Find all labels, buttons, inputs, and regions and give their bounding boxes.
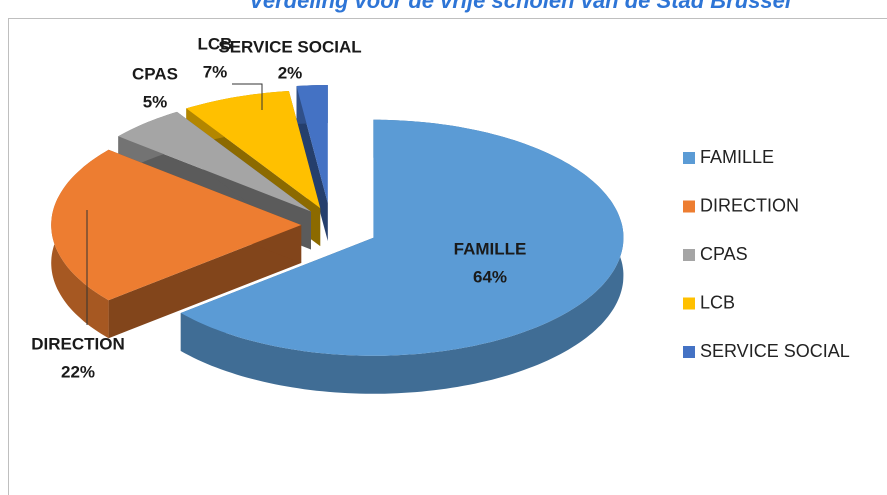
legend-swatch <box>683 297 695 310</box>
legend-label: DIRECTION <box>700 195 799 215</box>
data-label-name: LCB <box>198 34 233 53</box>
data-label-name: SERVICE SOCIAL <box>218 37 361 56</box>
data-label-name: FAMILLE <box>454 239 527 258</box>
slice <box>296 85 328 203</box>
data-label-value: 7% <box>203 62 228 81</box>
data-label-value: 2% <box>278 63 303 82</box>
data-label-value: 64% <box>473 267 507 286</box>
data-label-name: DIRECTION <box>31 334 125 353</box>
data-label-value: 5% <box>143 92 168 111</box>
slice <box>180 119 624 356</box>
leader-line <box>232 83 263 110</box>
slice <box>186 91 321 209</box>
slice-side <box>108 225 302 339</box>
data-label-name: CPAS <box>132 64 178 83</box>
legend-swatch <box>683 200 695 213</box>
legend-label: LCB <box>700 292 735 312</box>
chart-title: Verdeling voor de vrije scholen van de S… <box>249 0 792 13</box>
legend-label: FAMILLE <box>700 147 774 167</box>
legend-label: SERVICE SOCIAL <box>700 341 850 361</box>
slice <box>51 149 302 301</box>
legend-swatch <box>683 152 695 164</box>
slice-wall <box>180 119 624 394</box>
legend-swatch <box>683 249 695 261</box>
legend-label: CPAS <box>700 244 748 264</box>
slice <box>118 111 311 212</box>
legend-swatch <box>683 346 695 358</box>
data-label-value: 22% <box>61 362 95 381</box>
slice-side <box>296 86 328 241</box>
